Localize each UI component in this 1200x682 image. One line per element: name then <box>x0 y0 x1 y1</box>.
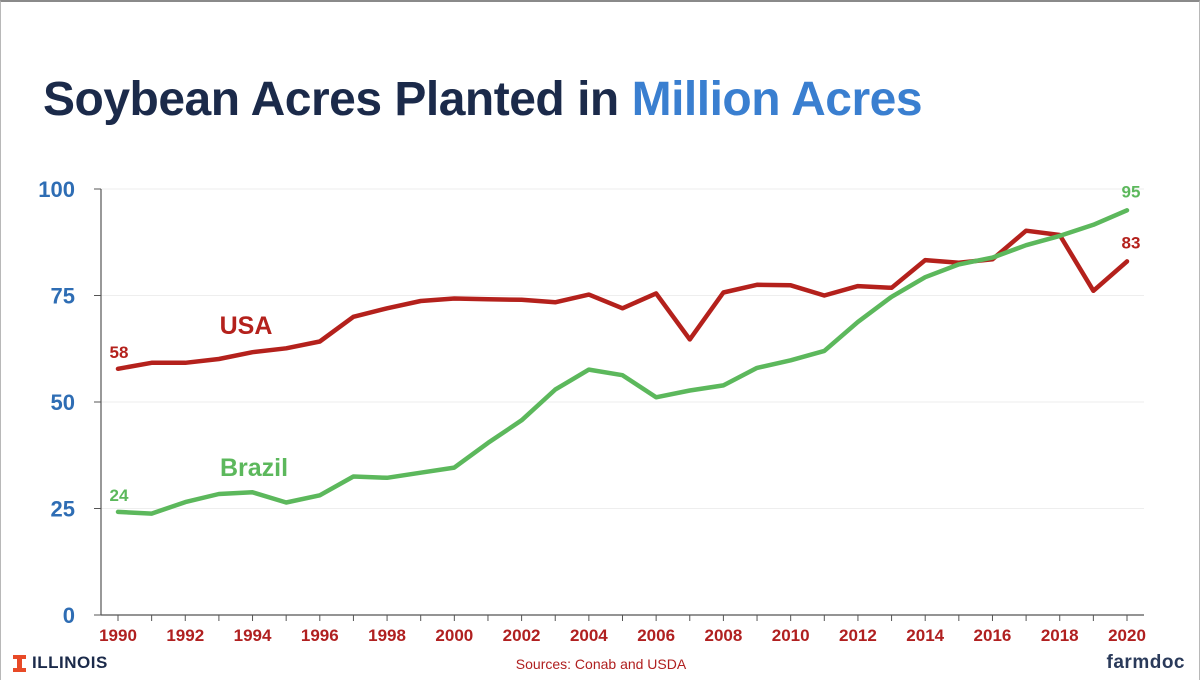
illinois-logo: ILLINOIS <box>13 653 108 673</box>
x-tick-label: 1996 <box>301 626 339 645</box>
x-tick-label: 2018 <box>1041 626 1079 645</box>
data-label-start-usa: 58 <box>110 343 129 362</box>
x-tick-label: 2016 <box>974 626 1012 645</box>
y-tick-label: 100 <box>38 177 75 202</box>
data-labels: USA Brazil 58 83 24 95 <box>110 182 1141 505</box>
gridlines <box>101 188 1144 509</box>
x-tick-label: 2020 <box>1108 626 1146 645</box>
sources-note: Sources: Conab and USDA <box>515 656 687 672</box>
x-tick-label: 2010 <box>772 626 810 645</box>
x-tick-label: 2006 <box>637 626 675 645</box>
page-title: Soybean Acres Planted in Million Acres <box>43 72 923 127</box>
data-label-end-brazil: 95 <box>1122 182 1141 201</box>
farmdoc-brand: farmdoc <box>1106 652 1185 673</box>
x-tick-label: 2000 <box>435 626 473 645</box>
series-line-brazil <box>115 208 1130 516</box>
x-tick-label: 1992 <box>166 626 204 645</box>
x-tick-label: 1998 <box>368 626 406 645</box>
illinois-block-i-icon <box>13 654 26 672</box>
x-tick-label: 2008 <box>704 626 742 645</box>
series-line-usa <box>115 228 1130 372</box>
axes: 0 25 50 75 100 1990 1992 1994 1996 1998 2000 2002 20… <box>38 177 1146 645</box>
series-name-brazil: Brazil <box>220 454 288 482</box>
x-tick-label: 2002 <box>503 626 541 645</box>
data-label-start-brazil: 24 <box>110 486 129 505</box>
illinois-logo-text: ILLINOIS <box>32 653 108 672</box>
series <box>115 208 1130 516</box>
title-accent: Million Acres <box>631 73 923 126</box>
data-label-end-usa: 83 <box>1122 233 1141 252</box>
y-tick-label: 75 <box>51 284 75 309</box>
y-tick-label: 25 <box>51 497 75 522</box>
title-main: Soybean Acres Planted in <box>43 73 619 126</box>
x-tick-label: 2012 <box>839 626 877 645</box>
y-tick-label: 50 <box>51 390 75 415</box>
x-tick-label: 1994 <box>234 626 272 645</box>
y-tick-label: 0 <box>63 603 75 628</box>
x-tick-label: 2004 <box>570 626 608 645</box>
series-name-usa: USA <box>220 312 273 340</box>
x-tick-label: 2014 <box>906 626 944 645</box>
x-tick-label: 1990 <box>99 626 137 645</box>
